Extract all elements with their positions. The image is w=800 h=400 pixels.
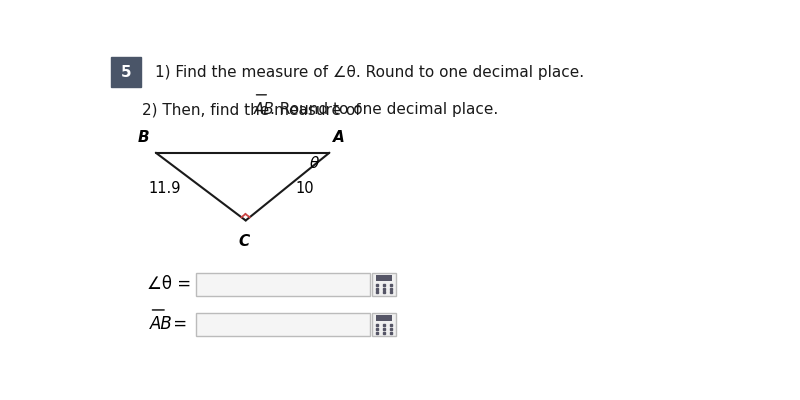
Text: θ: θ bbox=[310, 156, 319, 172]
FancyBboxPatch shape bbox=[372, 273, 396, 296]
Text: C: C bbox=[238, 234, 250, 249]
FancyBboxPatch shape bbox=[196, 273, 370, 296]
Text: 10: 10 bbox=[295, 181, 314, 196]
FancyBboxPatch shape bbox=[376, 275, 392, 281]
Text: 11.9: 11.9 bbox=[148, 181, 181, 196]
Text: =: = bbox=[168, 316, 187, 334]
Text: ∠θ =: ∠θ = bbox=[147, 275, 191, 293]
Text: 1) Find the measure of ∠θ. Round to one decimal place.: 1) Find the measure of ∠θ. Round to one … bbox=[154, 65, 584, 80]
Text: 5: 5 bbox=[121, 64, 131, 80]
FancyBboxPatch shape bbox=[376, 315, 392, 321]
Text: A: A bbox=[333, 130, 345, 145]
Text: AB: AB bbox=[254, 102, 274, 117]
Text: . Round to one decimal place.: . Round to one decimal place. bbox=[270, 102, 498, 117]
Text: 2) Then, find the measure of: 2) Then, find the measure of bbox=[142, 102, 366, 117]
Text: B: B bbox=[138, 130, 150, 145]
FancyBboxPatch shape bbox=[111, 57, 141, 86]
FancyBboxPatch shape bbox=[372, 313, 396, 336]
FancyBboxPatch shape bbox=[196, 313, 370, 336]
Text: AB: AB bbox=[150, 316, 172, 334]
